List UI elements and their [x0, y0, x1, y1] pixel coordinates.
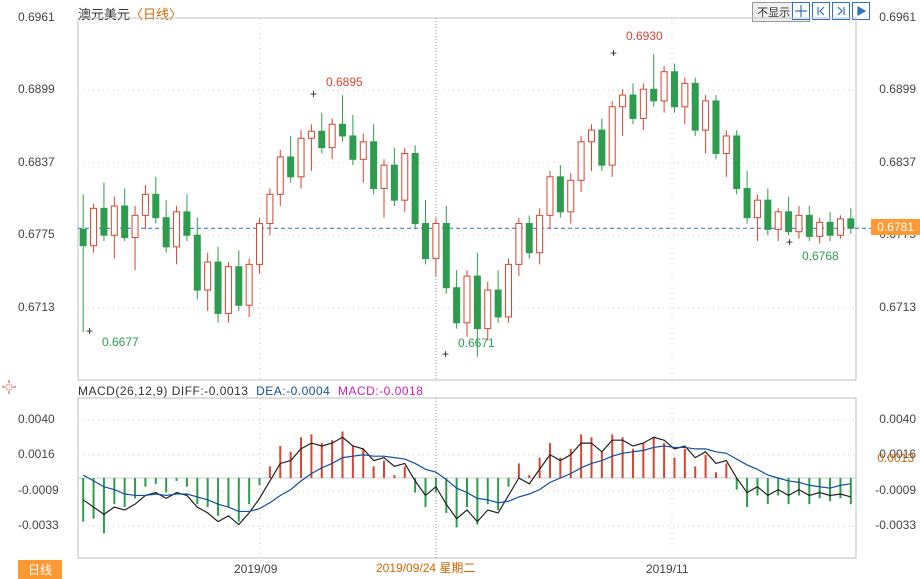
macd-ytick-left: -0.0033 [18, 518, 59, 532]
macd-legend: MACD(26,12,9) DIFF:-0.0013 DEA:-0.0004 M… [78, 384, 423, 398]
y-tick-right: 0.6837 [879, 155, 916, 169]
macd-ytick-right: 0.0040 [879, 412, 916, 426]
y-tick-right: 0.6961 [879, 10, 916, 24]
indicator-icon[interactable] [2, 380, 16, 394]
macd-ytick-left: 0.0040 [18, 412, 55, 426]
macd-last-badge: 0.0013 [871, 451, 920, 465]
y-tick-left: 0.6713 [18, 300, 55, 314]
annotation-marker: + [610, 46, 617, 60]
macd-ytick-right: -0.0009 [875, 483, 916, 497]
y-tick-left: 0.6775 [18, 227, 55, 241]
price-chart[interactable] [0, 0, 920, 579]
price-annotation: 0.6671 [458, 336, 495, 350]
y-tick-left: 0.6899 [18, 82, 55, 96]
y-tick-left: 0.6961 [18, 10, 55, 24]
last-price-badge: 0.6781 [871, 219, 920, 235]
price-annotation: 0.6677 [102, 335, 139, 349]
y-tick-left: 0.6837 [18, 155, 55, 169]
chart-window: { "header":{ "symbol":"澳元美元", "timeframe… [0, 0, 920, 579]
price-annotation: 0.6895 [326, 75, 363, 89]
dea-label: DEA:-0.0004 [252, 384, 330, 398]
macd-ytick-right: -0.0033 [875, 518, 916, 532]
crosshair-date: 2019/09/24 星期二 [376, 559, 475, 576]
macd-label: MACD:-0.0018 [334, 384, 423, 398]
annotation-marker: + [786, 235, 793, 249]
annotation-marker: + [442, 347, 449, 361]
timeframe-tab[interactable]: 日线 [18, 560, 62, 579]
macd-title: MACD(26,12,9) [78, 384, 168, 398]
diff-label: DIFF:-0.0013 [172, 384, 249, 398]
x-tick: 2019/11 [646, 562, 689, 576]
y-tick-right: 0.6713 [879, 300, 916, 314]
macd-ytick-left: -0.0009 [18, 483, 59, 497]
macd-ytick-left: 0.0016 [18, 447, 55, 461]
annotation-marker: + [310, 87, 317, 101]
price-annotation: 0.6930 [626, 29, 663, 43]
price-annotation: 0.6768 [802, 249, 839, 263]
x-tick: 2019/09 [234, 562, 277, 576]
y-tick-right: 0.6899 [879, 82, 916, 96]
annotation-marker: + [86, 324, 93, 338]
